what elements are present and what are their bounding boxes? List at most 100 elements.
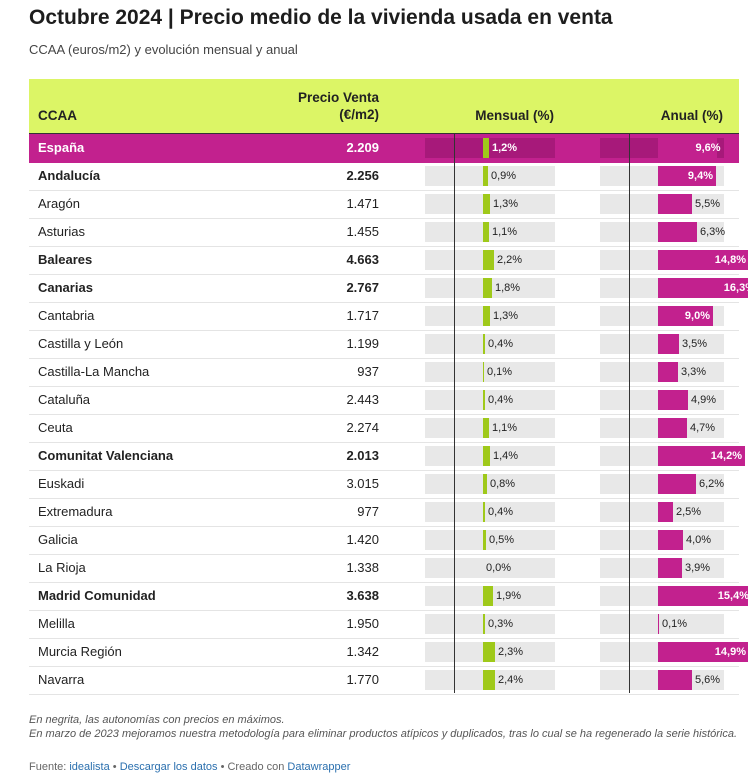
anual-bar-track: 3,9%: [600, 558, 724, 578]
download-data-link[interactable]: Descargar los datos: [119, 761, 218, 773]
ccaa-name: España: [38, 140, 85, 155]
ccaa-name: Navarra: [38, 672, 85, 687]
price-value: 3.638: [346, 588, 379, 603]
mensual-bar: [483, 474, 487, 494]
table-row: Canarias 2.767 1,8% 16,3%: [29, 274, 748, 303]
anual-label: 0,1%: [662, 618, 688, 630]
ccaa-name: Cataluña: [38, 392, 91, 407]
mensual-bar-track: 1,8%: [425, 278, 555, 298]
mensual-bar: [483, 390, 485, 410]
mensual-bar-track: 0,1%: [425, 362, 555, 382]
mensual-bar-track: 1,3%: [425, 306, 555, 326]
table-row: Comunitat Valenciana 2.013 1,4% 14,2%: [29, 442, 745, 471]
anual-bar: [658, 558, 682, 578]
mensual-bar-track: 1,3%: [425, 194, 555, 214]
anual-bar: [658, 390, 688, 410]
table-row: Navarra 1.770 2,4% 5,6%: [29, 666, 739, 695]
mensual-zero-axis: [454, 133, 455, 693]
table-row: Cantabria 1.717 1,3% 9,0%: [29, 302, 739, 331]
anual-bar-track: 14,8%: [600, 250, 748, 270]
mensual-bar: [483, 250, 494, 270]
anual-bar: [658, 222, 697, 242]
source-line: Fuente: idealista • Descargar los datos …: [29, 761, 350, 773]
anual-bar-track: 6,2%: [600, 474, 724, 494]
mensual-bar: [483, 446, 490, 466]
table-row: Cataluña 2.443 0,4% 4,9%: [29, 386, 739, 415]
ccaa-name: Madrid Comunidad: [38, 588, 156, 603]
mensual-label: 0,4%: [488, 394, 514, 406]
price-value: 1.950: [346, 616, 379, 631]
anual-bar-track: 3,5%: [600, 334, 724, 354]
anual-bar-track: 5,6%: [600, 670, 724, 690]
column-header-mensual[interactable]: Mensual (%): [475, 108, 554, 123]
price-value: 1.455: [346, 224, 379, 239]
source-prefix: Fuente:: [29, 761, 70, 773]
created-with-text: • Creado con: [217, 761, 288, 773]
price-value: 2.209: [346, 140, 379, 155]
datawrapper-link[interactable]: Datawrapper: [287, 761, 351, 773]
mensual-bar-track: 1,1%: [425, 418, 555, 438]
mensual-bar: [483, 138, 489, 158]
mensual-bar: [483, 362, 484, 382]
footnote-bold: En negrita, las autonomías con precios e…: [29, 714, 285, 726]
anual-label: 16,3%: [723, 282, 748, 294]
anual-bar-track: 16,3%: [600, 278, 748, 298]
anual-bar-track: 14,9%: [600, 642, 748, 662]
anual-label: 9,6%: [695, 142, 721, 154]
ccaa-name: Castilla y León: [38, 336, 124, 351]
ccaa-name: Melilla: [38, 616, 75, 631]
anual-bar: [658, 138, 717, 158]
mensual-bar-track: 2,4%: [425, 670, 555, 690]
anual-bar-track: 6,3%: [600, 222, 725, 242]
mensual-label: 2,2%: [497, 254, 523, 266]
anual-bar: [658, 586, 748, 606]
anual-bar-track: 0,1%: [600, 614, 724, 634]
ccaa-name: Cantabria: [38, 308, 95, 323]
price-value: 1.420: [346, 532, 379, 547]
mensual-label: 0,1%: [487, 366, 513, 378]
mensual-bar: [483, 306, 490, 326]
anual-bar: [658, 530, 683, 550]
anual-label: 5,5%: [695, 198, 721, 210]
footnotes: En negrita, las autonomías con precios e…: [29, 713, 739, 741]
table-row: Madrid Comunidad 3.638 1,9% 15,4%: [29, 582, 748, 611]
source-link[interactable]: idealista: [69, 761, 110, 773]
table-row: Asturias 1.455 1,1% 6,3%: [29, 218, 739, 247]
mensual-label: 1,1%: [492, 226, 518, 238]
mensual-bar: [483, 670, 495, 690]
anual-bar-track: 15,4%: [600, 586, 748, 606]
anual-label: 6,2%: [699, 478, 725, 490]
mensual-label: 0,3%: [488, 618, 514, 630]
table-row: Ceuta 2.274 1,1% 4,7%: [29, 414, 739, 443]
mensual-bar: [483, 278, 492, 298]
table-row: Galicia 1.420 0,5% 4,0%: [29, 526, 739, 555]
price-value: 4.663: [346, 252, 379, 267]
footnote-methodology: En marzo de 2023 mejoramos nuestra metod…: [29, 728, 738, 740]
anual-zero-axis: [629, 133, 630, 693]
column-header-price[interactable]: Precio Venta (€/m2): [259, 89, 379, 123]
anual-bar: [658, 306, 713, 326]
mensual-bar: [483, 222, 489, 242]
table-row: Baleares 4.663 2,2% 14,8%: [29, 246, 748, 275]
price-value: 1.770: [346, 672, 379, 687]
anual-bar-track: 4,0%: [600, 530, 724, 550]
mensual-bar: [483, 642, 495, 662]
ccaa-name: Ceuta: [38, 420, 73, 435]
price-value: 1.338: [346, 560, 379, 575]
mensual-label: 0,8%: [490, 478, 516, 490]
mensual-bar-track: 0,4%: [425, 334, 555, 354]
anual-label: 14,8%: [714, 254, 746, 266]
column-header-price-line1: Precio Venta: [297, 90, 379, 105]
anual-bar-track: 9,6%: [600, 138, 724, 158]
table-row: Melilla 1.950 0,3% 0,1%: [29, 610, 739, 639]
mensual-bar-track: 1,1%: [425, 222, 555, 242]
column-header-anual[interactable]: Anual (%): [660, 108, 723, 123]
anual-bar: [658, 362, 678, 382]
mensual-label: 2,3%: [498, 646, 524, 658]
ccaa-name: Castilla-La Mancha: [38, 364, 150, 379]
anual-bar: [658, 194, 692, 214]
anual-label: 3,5%: [682, 338, 708, 350]
column-header-ccaa[interactable]: CCAA: [38, 108, 77, 123]
table-row: España 2.209 1,2% 9,6%: [29, 134, 739, 163]
anual-label: 3,9%: [685, 562, 711, 574]
